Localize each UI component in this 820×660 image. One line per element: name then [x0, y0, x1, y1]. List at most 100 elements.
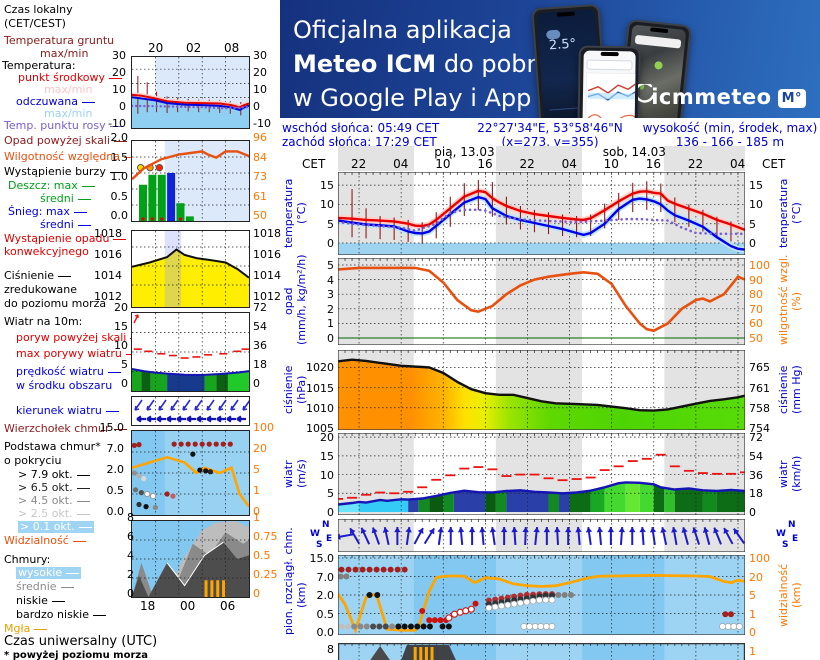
mini-temp-time: 20 [148, 41, 164, 55]
wind-tick-left: 0 [327, 506, 334, 519]
temp-tick-left: 5 [327, 217, 334, 231]
pressure-axis-title-right: (mm Hg) [790, 365, 803, 415]
legend-chart-wind-direction [131, 396, 250, 426]
cloud-tick-left: 15.0 [309, 552, 335, 565]
mini-precip-tick-right: 96 [253, 131, 267, 144]
legend-item-34: > 2.5 okt. [18, 508, 90, 520]
legend-item-12: Wystąpienie burzy [4, 166, 123, 178]
legend-item-38: wysokie [16, 567, 82, 579]
legend-chart-pressure [131, 230, 250, 308]
mini-wind-tick-left: 0 [121, 377, 128, 390]
mini-temp-time: 08 [224, 41, 240, 55]
legend-chart-precipitation [131, 140, 250, 222]
humidity-tick-right: 50 [749, 331, 763, 345]
mini-cloud-tick-right: 20 [253, 442, 267, 455]
legend-item-18: konwekcyjnego [4, 245, 89, 258]
humidity-tick-left: 0 [327, 331, 334, 345]
chmury-tick-left: 8 [327, 643, 334, 656]
night-shading-header [338, 146, 414, 171]
cloud-cover-panel [338, 643, 745, 660]
wind-tick-left: 5 [327, 487, 334, 501]
legend-item-28: Wierzchołek chmur [4, 423, 127, 435]
legend-item-21: do poziomu morza [4, 297, 107, 310]
legend-item-26: w środku obszaru [16, 379, 113, 392]
mini-pressure-tick-left: 1018 [94, 227, 122, 240]
visibility-axis-title-right: widzialność [777, 563, 790, 627]
pressure-axis-title-left: ciśnienie (hPa) [282, 350, 308, 430]
pressure-tick-left: 1015 [306, 381, 334, 395]
mini-pressure-tick-left: 1014 [94, 269, 122, 282]
wind-panel [338, 433, 745, 515]
mini-cloud-tick-left: 15.0 [99, 421, 125, 434]
visibility-axis-title-right: widzialność (km) [777, 555, 803, 635]
altitude-info: wysokość (min, środek, max) 136 - 166 - 1… [642, 121, 818, 149]
cloud-tick-left: 2.0 [316, 589, 335, 602]
wind-axis-title-right: (km/h) [790, 455, 803, 493]
mini-wind-tick-right: 72 [253, 301, 267, 314]
mini-pressure-tick-left: 1012 [94, 290, 122, 303]
temperature-panel [338, 172, 745, 255]
legend-item-15: Śnieg: max [8, 206, 87, 218]
humidity-tick-left: 2 [327, 302, 334, 316]
banner-line1: Oficjalna aplikacja [293, 16, 512, 44]
humidity-tick-left: 3 [327, 288, 334, 302]
time-tick-label: 22 [687, 157, 704, 171]
cloud-tick-right: 0 [749, 626, 756, 639]
legend-item-36: Widzialność [4, 535, 86, 547]
pressure-panel [338, 350, 745, 430]
mini-cloud-tick-left: 2.0 [106, 463, 125, 476]
precip-axis-title-left: opad [282, 287, 295, 316]
pressure-tick-left: 1010 [306, 401, 334, 415]
pressure-axis-title-right: ciśnienie [777, 365, 790, 415]
chmury-tick-right: 1 [749, 645, 756, 658]
mini-precip-tick-left: 1.0 [110, 170, 129, 183]
mini-temp-tick-right: 0 [253, 100, 260, 113]
mini-temp-time: 02 [186, 41, 202, 55]
mini-chmury-tick-left: 6 [127, 530, 134, 543]
mini-cloud-tick-right: 5 [253, 463, 260, 476]
mini-chmury-tick-right: 0.25 [253, 568, 278, 581]
wind-tick-left: 10 [320, 468, 334, 482]
legend-item-14: średni [40, 193, 91, 205]
app-promo-banner[interactable]: Oficjalna aplikacja Meteo ICM do pobrani… [280, 0, 820, 118]
legend-item-2: Temperatura gruntu [4, 34, 115, 47]
time-tick-label: 16 [477, 157, 493, 171]
legend-item-0: Czas lokalny [4, 3, 73, 16]
wind-direction-panel [338, 519, 745, 552]
time-tick-label: 22 [351, 157, 367, 171]
legend-item-25: prędkość wiatru [16, 366, 121, 378]
time-tick-label: 04 [393, 157, 409, 171]
legend-item-24: max porywy wiatru [16, 348, 139, 360]
humidity-tick-right: 80 [749, 288, 763, 302]
cet-label-right: CET [762, 157, 786, 171]
wind-tick-right: 54 [749, 449, 763, 463]
legend-item-9: Temp. punktu rosy [4, 120, 123, 132]
legend-item-42: Mgła [4, 623, 47, 635]
legend-item-33: > 4.5 okt. [18, 495, 90, 507]
mini-precip-tick-left: 1.5 [110, 150, 129, 164]
mini-cloud-tick-right: 0 [253, 505, 260, 518]
location-coords: 22°27'34"E, 53°58'46"N (x=273, y=355) [477, 121, 623, 149]
humidity-axis-title-right: wilgotność wzgl. [777, 254, 790, 345]
wind-axis-title-left: (m/s) [295, 459, 308, 489]
temp-axis-title-right: temperatura (°C) [777, 172, 803, 255]
mini-chmury-tick-left: 0 [127, 587, 134, 600]
mini-wind-tick-right: 0 [253, 377, 260, 390]
humidity-tick-right: 100 [749, 259, 770, 272]
phone-mockup-meteogram [577, 45, 641, 118]
humidity-tick-left: 1 [327, 317, 334, 331]
legend-item-5: punkt środkowy [18, 72, 122, 84]
time-tick-label: 04 [561, 157, 577, 171]
legend-chart-clouds [131, 430, 250, 516]
cloud-axis-title-left: (km) [295, 582, 308, 608]
mini-chmury-tick-left: 2 [127, 568, 134, 581]
mini-cloud-tick-left: 0.0 [106, 505, 125, 518]
pressure-axis-title-left: (hPa) [295, 375, 308, 405]
humidity-tick-left: 5 [327, 259, 334, 272]
humidity-tick-right: 70 [749, 302, 763, 316]
mini-pressure-tick-right: 1012 [253, 290, 281, 303]
legend-item-3: max/min [40, 47, 89, 60]
temp-tick-right: 5 [749, 217, 756, 231]
